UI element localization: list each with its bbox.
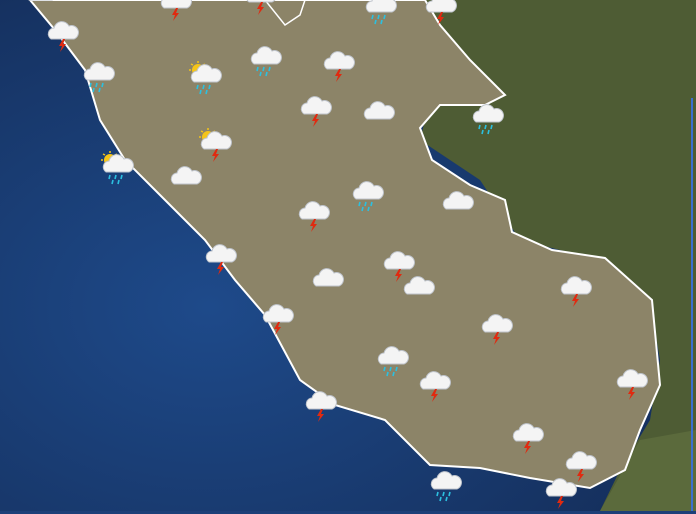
rain-icon [425,467,465,503]
thunderstorm-icon [293,197,333,233]
sun-cloud-rain-icon [97,150,137,186]
thunderstorm-icon [240,0,280,16]
cloud-icon [307,264,347,300]
sun-cloud-rain-icon [185,60,225,96]
rain-icon [78,58,118,94]
rain-icon [245,42,285,78]
thunderstorm-icon [42,17,82,53]
thunderstorm-icon [611,365,651,401]
thunderstorm-icon [295,92,335,128]
cloud-icon [398,272,438,308]
cloud-icon [358,97,398,133]
panel-edge [691,98,693,511]
thunderstorm-icon [420,0,460,26]
cloud-icon [165,162,205,198]
thunderstorm-icon [476,310,516,346]
land-outside-region [300,0,696,511]
rain-icon [347,177,387,213]
thunderstorm-icon [318,47,358,83]
thunderstorm-icon [200,240,240,276]
lazio-region [28,0,662,490]
thunderstorm-icon [540,474,580,510]
rain-icon [372,342,412,378]
rain-icon [467,100,507,136]
thunderstorm-icon [507,419,547,455]
cloud-icon [437,187,477,223]
land-outside-region-bottom [600,430,696,511]
thunderstorm-icon [560,447,600,483]
thunderstorm-icon [378,247,418,283]
thunderstorm-icon [414,367,454,403]
thunderstorm-icon [555,272,595,308]
thunderstorm-icon [155,0,195,22]
thunderstorm-icon [257,300,297,336]
cloud-icon [20,0,60,14]
rain-icon [360,0,400,26]
thunderstorm-icon [300,387,340,423]
sun-cloud-storm-icon [195,127,235,163]
inner-border-north [264,0,306,27]
